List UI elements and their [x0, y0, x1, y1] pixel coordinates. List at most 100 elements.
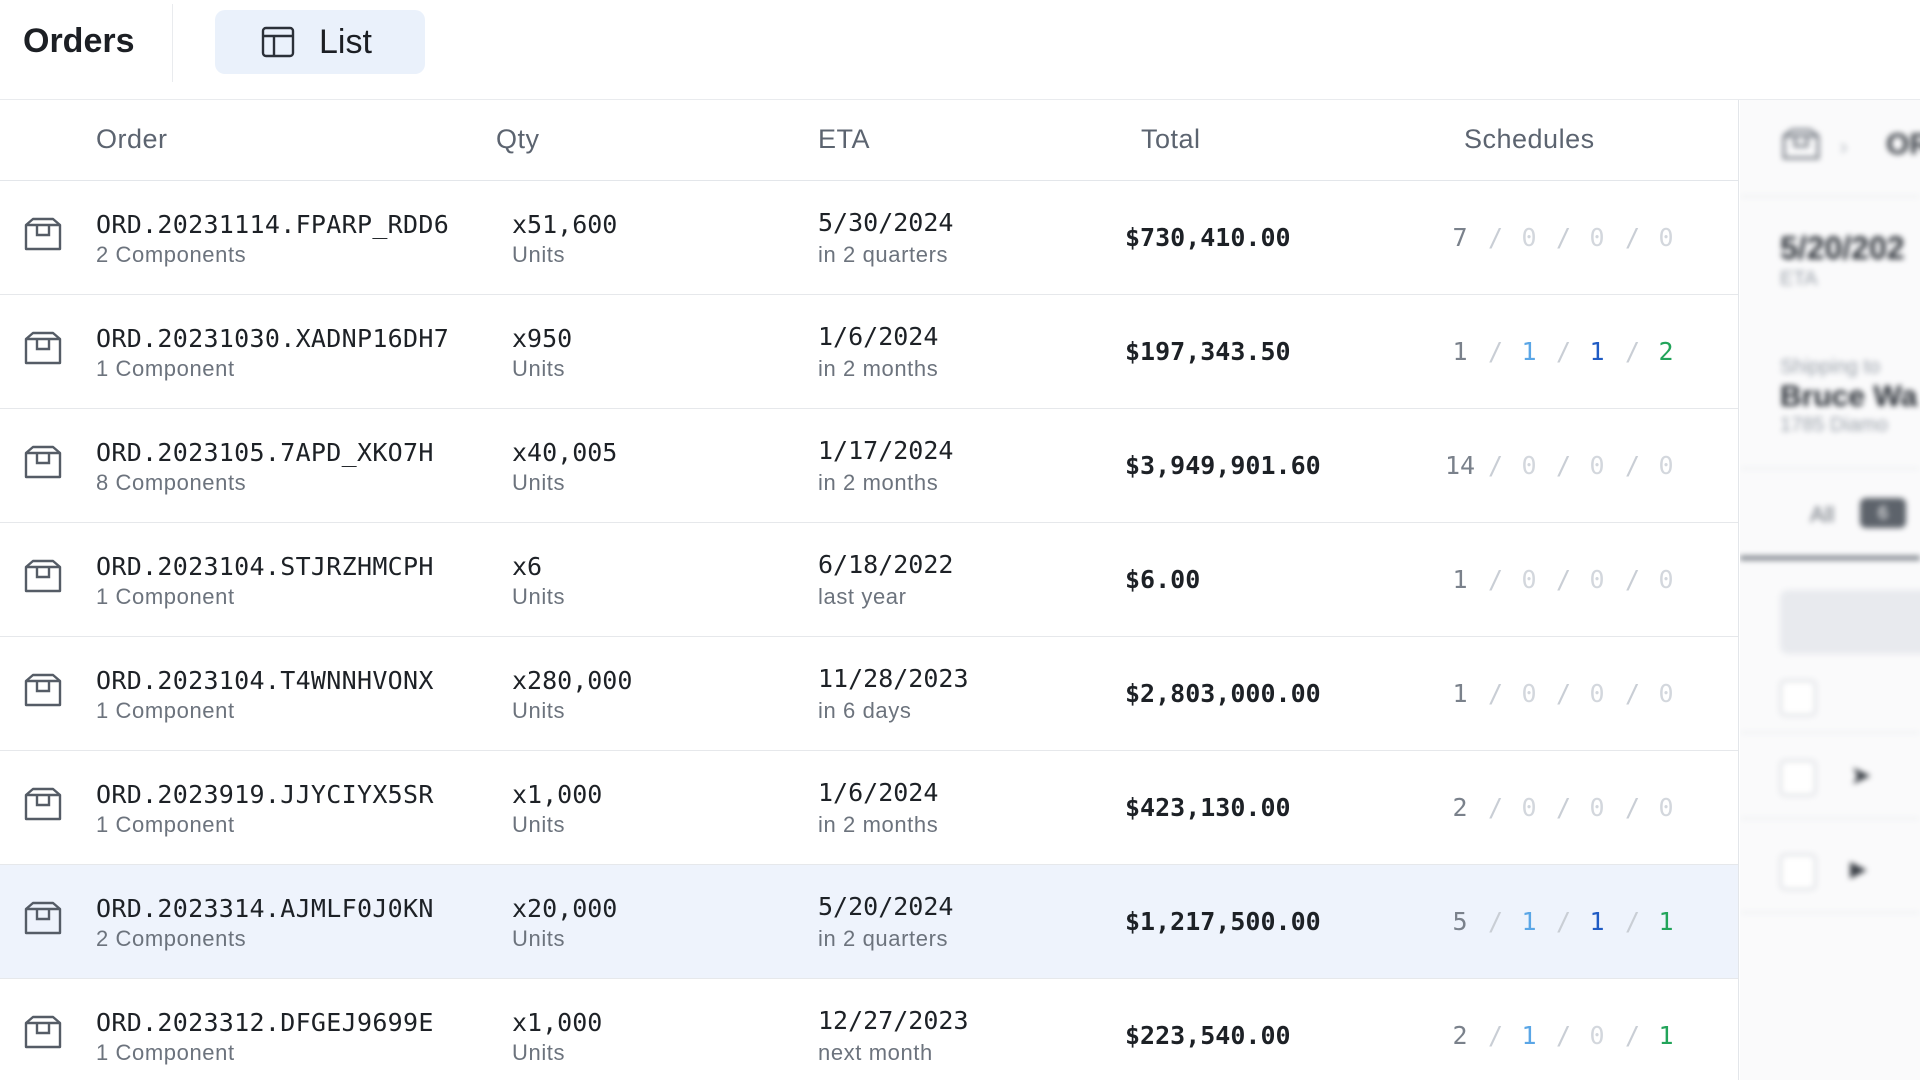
schedule-count: 0 [1521, 451, 1537, 480]
tab-underline [1740, 556, 1920, 560]
component-count: 1 Component [96, 1040, 235, 1065]
order-total: $730,410.00 [1125, 223, 1291, 252]
eta-relative: in 2 months [818, 812, 939, 837]
column-header-order[interactable]: Order [96, 124, 168, 154]
box-icon [24, 331, 62, 365]
schedule-separator: / [1488, 793, 1504, 822]
schedule-count: 0 [1589, 565, 1605, 594]
table-row[interactable]: ORD.2023312.DFGEJ9699E 1 Component x1,000 U… [0, 979, 1738, 1080]
quantity-unit: Units [512, 356, 566, 381]
order-id[interactable]: ORD.20231030.XADNP16DH7 [96, 324, 450, 353]
schedule-count: 0 [1658, 451, 1674, 480]
schedule-separator: / [1488, 337, 1504, 366]
component-count: 2 Components [96, 926, 247, 951]
order-id[interactable]: ORD.2023314.AJMLF0J0KN [96, 894, 434, 923]
order-detail-panel: › OR 5/20/202 ETA Shipping to Bruce Wa 1… [1740, 100, 1920, 1080]
quantity-unit: Units [512, 584, 566, 609]
table-row[interactable]: ORD.2023104.T4WNNHVONX 1 Component x280,00… [0, 637, 1738, 751]
quantity-unit: Units [512, 470, 566, 495]
schedule-count: 0 [1658, 793, 1674, 822]
row-checkbox[interactable] [1780, 854, 1816, 890]
order-id[interactable]: ORD.2023104.STJRZHMCPH [96, 552, 434, 581]
component-count: 1 Component [96, 812, 235, 837]
component-count: 8 Components [96, 470, 247, 495]
order-total: $1,217,500.00 [1125, 907, 1321, 936]
tab-all[interactable]: All [1810, 502, 1835, 527]
list-view-label: List [319, 22, 372, 61]
quantity-unit: Units [512, 1040, 566, 1065]
component-count: 1 Component [96, 356, 235, 381]
eta-relative: last year [818, 584, 907, 609]
quantity-unit: Units [512, 926, 566, 951]
schedule-count: 0 [1589, 679, 1605, 708]
table-row[interactable]: ORD.2023105.7APD_XKO7H 8 Components x40,00… [0, 409, 1738, 523]
schedule-separator: / [1625, 907, 1641, 936]
quantity: x51,600 [512, 210, 618, 239]
list-view-button[interactable]: List [215, 10, 425, 74]
quantity: x950 [512, 324, 573, 353]
panel-ship-address: 1785 Diamo [1780, 414, 1888, 436]
eta-date: 1/6/2024 [818, 778, 939, 807]
order-id[interactable]: ORD.2023312.DFGEJ9699E [96, 1008, 434, 1037]
schedule-separator: / [1556, 565, 1572, 594]
box-icon [1782, 128, 1820, 160]
row-checkbox[interactable] [1780, 680, 1816, 716]
breadcrumb-chevron-icon: › [1840, 134, 1848, 159]
expand-arrow-icon[interactable]: ▶ [1850, 856, 1867, 881]
panel-ship-label: Shipping to [1780, 356, 1881, 378]
column-header-total[interactable]: Total [1141, 124, 1201, 154]
schedule-count: 1 [1521, 337, 1537, 366]
schedule-count: 0 [1521, 223, 1537, 252]
schedule-separator: / [1625, 1021, 1641, 1050]
table-header: Order Qty ETA Total Schedules [0, 100, 1738, 181]
box-icon [24, 559, 62, 593]
order-id[interactable]: ORD.2023919.JJYCIYX5SR [96, 780, 434, 809]
schedule-separator: / [1488, 907, 1504, 936]
order-id[interactable]: ORD.2023105.7APD_XKO7H [96, 438, 434, 467]
schedule-count: 14 [1444, 451, 1476, 480]
order-total: $423,130.00 [1125, 793, 1291, 822]
box-icon [24, 787, 62, 821]
table-row[interactable]: ORD.2023314.AJMLF0J0KN 2 Components x20,00… [0, 865, 1738, 979]
table-row[interactable]: ORD.20231114.FPARP_RDD6 2 Components x51,6… [0, 181, 1738, 295]
schedule-separator: / [1556, 451, 1572, 480]
box-icon [24, 217, 62, 251]
column-header-eta[interactable]: ETA [818, 124, 871, 154]
schedule-separator: / [1556, 1021, 1572, 1050]
quantity: x1,000 [512, 1008, 603, 1037]
table-layout-icon [261, 26, 295, 58]
eta-relative: next month [818, 1040, 933, 1065]
schedule-separator: / [1488, 1021, 1504, 1050]
eta-date: 11/28/2023 [818, 664, 969, 693]
panel-eta-value: 5/20/202 [1780, 230, 1905, 266]
eta-relative: in 2 months [818, 470, 939, 495]
row-checkbox[interactable] [1780, 760, 1816, 796]
schedule-separator: / [1625, 679, 1641, 708]
schedule-count: 7 [1452, 223, 1468, 252]
schedule-count: 1 [1452, 679, 1468, 708]
column-header-qty[interactable]: Qty [496, 124, 540, 154]
schedule-count: 0 [1658, 679, 1674, 708]
column-header-schedules[interactable]: Schedules [1464, 124, 1595, 154]
table-row[interactable]: ORD.20231030.XADNP16DH7 1 Component x950 Un… [0, 295, 1738, 409]
eta-relative: in 2 quarters [818, 926, 949, 951]
table-row[interactable]: ORD.2023919.JJYCIYX5SR 1 Component x1,000 U… [0, 751, 1738, 865]
schedule-separator: / [1625, 793, 1641, 822]
quantity-unit: Units [512, 812, 566, 837]
panel-search-box[interactable] [1780, 590, 1920, 654]
eta-date: 1/17/2024 [818, 436, 954, 465]
panel-ship-name: Bruce Wa [1780, 380, 1918, 413]
schedule-count: 2 [1658, 337, 1674, 366]
order-id[interactable]: ORD.20231114.FPARP_RDD6 [96, 210, 450, 239]
schedule-separator: / [1625, 223, 1641, 252]
divider [1740, 818, 1920, 819]
order-id[interactable]: ORD.2023104.T4WNNHVONX [96, 666, 434, 695]
eta-date: 1/6/2024 [818, 322, 939, 351]
component-count: 2 Components [96, 242, 247, 267]
schedule-count: 0 [1589, 793, 1605, 822]
schedule-separator: / [1556, 223, 1572, 252]
expand-arrow-icon[interactable]: ➤ [1850, 760, 1872, 790]
eta-relative: in 2 months [818, 356, 939, 381]
schedule-separator: / [1625, 451, 1641, 480]
table-row[interactable]: ORD.2023104.STJRZHMCPH 1 Component x6 Units… [0, 523, 1738, 637]
